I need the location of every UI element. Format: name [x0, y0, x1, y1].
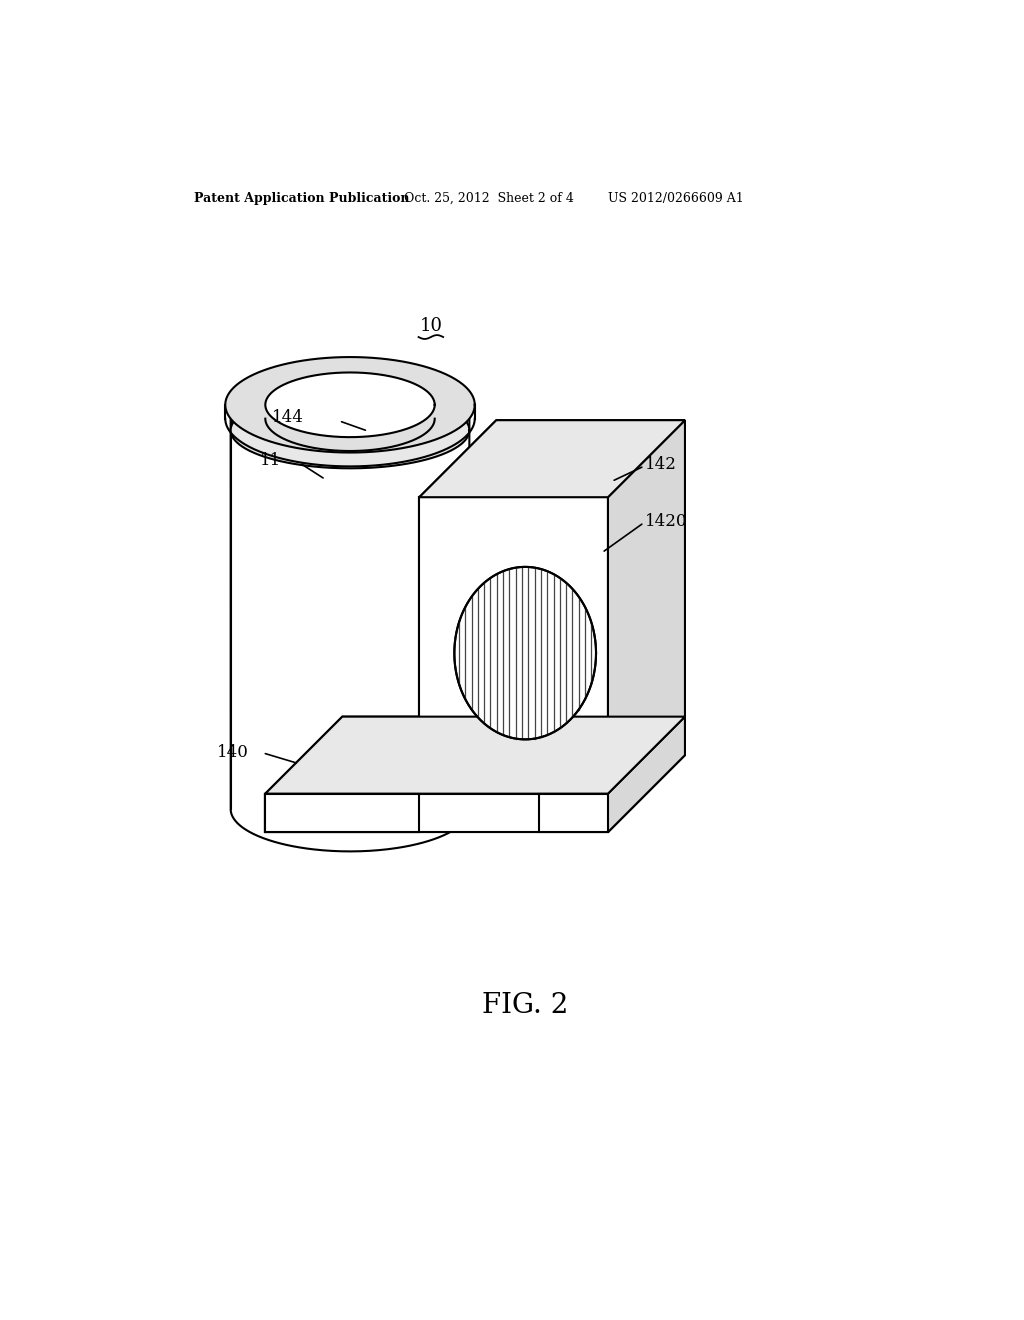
Polygon shape — [230, 412, 469, 851]
Polygon shape — [419, 420, 685, 498]
Polygon shape — [265, 793, 608, 832]
Polygon shape — [419, 420, 685, 498]
Polygon shape — [455, 566, 596, 739]
Polygon shape — [265, 717, 685, 793]
Polygon shape — [225, 358, 475, 453]
Polygon shape — [419, 498, 608, 793]
Polygon shape — [265, 717, 685, 793]
Polygon shape — [230, 392, 469, 469]
Polygon shape — [455, 566, 596, 739]
Polygon shape — [539, 793, 608, 832]
Text: 10: 10 — [420, 317, 442, 335]
Polygon shape — [265, 793, 419, 832]
Polygon shape — [265, 793, 419, 832]
Text: Patent Application Publication: Patent Application Publication — [195, 191, 410, 205]
Polygon shape — [608, 420, 685, 793]
Text: US 2012/0266609 A1: US 2012/0266609 A1 — [608, 191, 743, 205]
Polygon shape — [265, 793, 608, 832]
Text: FIG. 2: FIG. 2 — [481, 991, 568, 1019]
Polygon shape — [608, 420, 685, 793]
Text: 142: 142 — [645, 457, 677, 474]
Polygon shape — [419, 498, 608, 793]
Text: Oct. 25, 2012  Sheet 2 of 4: Oct. 25, 2012 Sheet 2 of 4 — [403, 191, 573, 205]
Polygon shape — [608, 717, 685, 832]
Text: 140: 140 — [217, 744, 249, 762]
Text: 11: 11 — [260, 451, 282, 469]
Polygon shape — [608, 717, 685, 832]
Text: 1420: 1420 — [645, 513, 687, 531]
Text: 144: 144 — [272, 409, 304, 426]
Polygon shape — [265, 372, 435, 437]
